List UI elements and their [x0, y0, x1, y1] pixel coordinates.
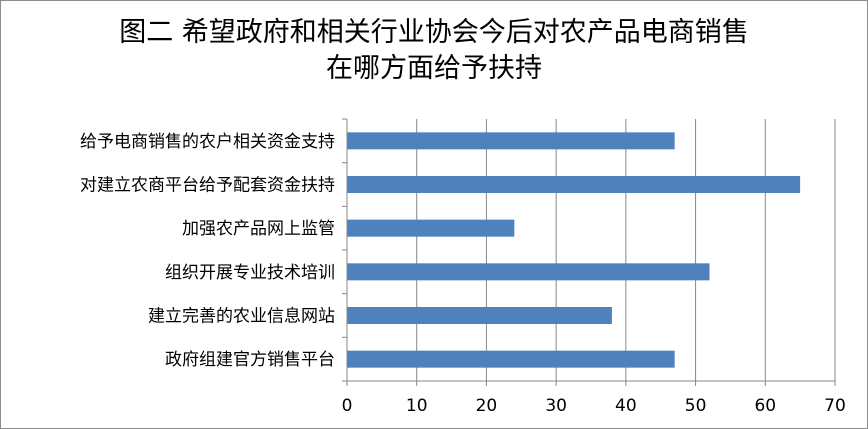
- chart-title-line-1: 图二 希望政府和相关行业协会今后对农产品电商销售: [119, 17, 749, 48]
- category-label-4: 建立完善的农业信息网站: [148, 307, 335, 327]
- category-label-1: 对建立农商平台给予配套资金扶持: [80, 176, 335, 196]
- category-label-0: 给予电商销售的农户相关资金支持: [80, 132, 335, 152]
- axes: [342, 118, 836, 386]
- x-tick-label-40: 40: [615, 396, 637, 416]
- bar-2: [347, 219, 515, 237]
- bar-3: [347, 263, 710, 281]
- x-tick-label-30: 30: [545, 396, 567, 416]
- category-label-3: 组织开展专业技术培训: [165, 263, 335, 283]
- bar-5: [347, 350, 675, 368]
- bar-1: [347, 176, 801, 193]
- chart-title-line-2: 在哪方面给予扶持: [326, 53, 542, 84]
- category-label-2: 加强农产品网上监管: [182, 219, 335, 239]
- x-tick-label-60: 60: [754, 396, 776, 416]
- x-tick-label-0: 0: [342, 396, 353, 416]
- category-label-5: 政府组建官方销售平台: [165, 350, 335, 370]
- category-labels: 给予电商销售的农户相关资金支持对建立农商平台给予配套资金扶持加强农产品网上监管组…: [80, 132, 335, 370]
- chart-title: 图二 希望政府和相关行业协会今后对农产品电商销售 在哪方面给予扶持: [1, 15, 867, 87]
- bar-4: [347, 307, 612, 324]
- x-tick-label-20: 20: [476, 396, 498, 416]
- x-tick-label-70: 70: [824, 396, 846, 416]
- x-tick-label-50: 50: [685, 396, 707, 416]
- grid-lines: [416, 119, 836, 381]
- bars: [347, 132, 801, 368]
- tick-labels: 0 10 20 30 40 50 60 70: [342, 396, 846, 416]
- x-tick-label-10: 10: [406, 396, 428, 416]
- bar-0: [347, 132, 675, 150]
